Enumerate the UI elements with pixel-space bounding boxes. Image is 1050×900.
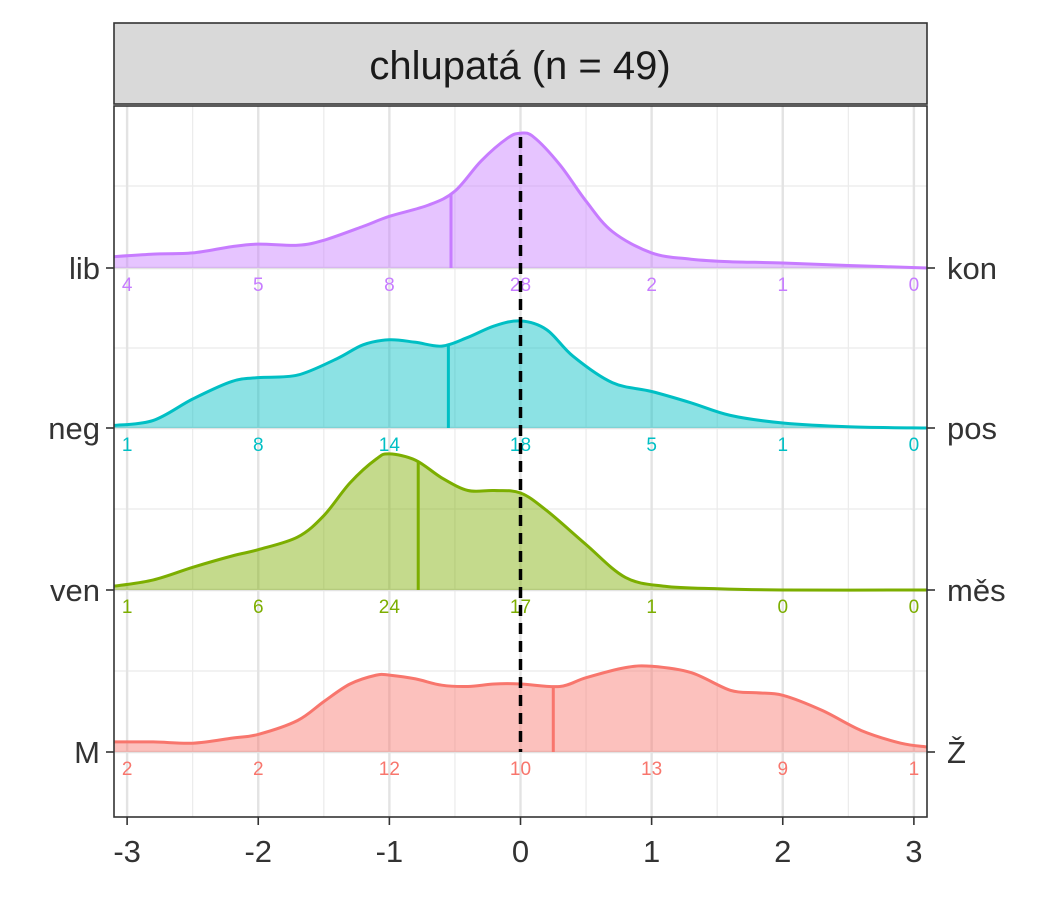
x-tick-label: -2 [244, 834, 272, 869]
y-label-right: kon [947, 251, 997, 286]
count-label: 0 [777, 597, 788, 618]
chart-title: chlupatá (n = 49) [369, 44, 670, 88]
count-labels: 458282101814185101624171002212101391 [122, 275, 919, 780]
count-label: 10 [510, 759, 531, 780]
count-label: 13 [641, 759, 662, 780]
density-curve-lib [113, 131, 928, 270]
strip-header: chlupatá (n = 49) [113, 22, 928, 105]
x-tick-label: 2 [774, 834, 791, 869]
y-label-left: M [74, 735, 100, 770]
count-label: 1 [122, 597, 133, 618]
y-label-left: neg [48, 411, 100, 446]
density-curve-M [113, 664, 928, 749]
count-label: 2 [646, 275, 657, 296]
ridge-M [113, 664, 928, 752]
count-label: 2 [122, 759, 133, 780]
x-tick-label: 3 [905, 834, 922, 869]
y-label-left: lib [69, 251, 100, 286]
count-label: 4 [122, 275, 133, 296]
count-label: 1 [646, 597, 657, 618]
y-label-right: Ž [947, 735, 966, 770]
count-label: 1 [777, 435, 788, 456]
count-label: 8 [384, 275, 395, 296]
density-curve-neg [113, 319, 928, 430]
count-label: 1 [777, 275, 788, 296]
count-label: 5 [253, 275, 264, 296]
x-tick-label: 1 [643, 834, 660, 869]
y-label-left: ven [50, 573, 100, 608]
density-curve-ven [113, 452, 928, 592]
count-label: 12 [379, 759, 400, 780]
y-label-right: pos [947, 411, 997, 446]
count-label: 24 [379, 597, 401, 618]
count-label: 6 [253, 597, 264, 618]
count-label: 1 [909, 759, 920, 780]
strip-background [113, 22, 928, 105]
count-label: 0 [909, 435, 920, 456]
count-label: 14 [379, 435, 401, 456]
count-label: 2 [253, 759, 264, 780]
count-label: 0 [909, 275, 920, 296]
x-tick-label: -1 [376, 834, 404, 869]
count-label: 8 [253, 435, 264, 456]
density-area-M [114, 665, 927, 752]
x-tick-label: 0 [512, 834, 529, 869]
y-label-right: měs [947, 573, 1006, 608]
count-label: 5 [646, 435, 657, 456]
count-label: 0 [909, 597, 920, 618]
count-label: 9 [777, 759, 788, 780]
count-label: 1 [122, 435, 133, 456]
x-tick-label: -3 [113, 834, 141, 869]
